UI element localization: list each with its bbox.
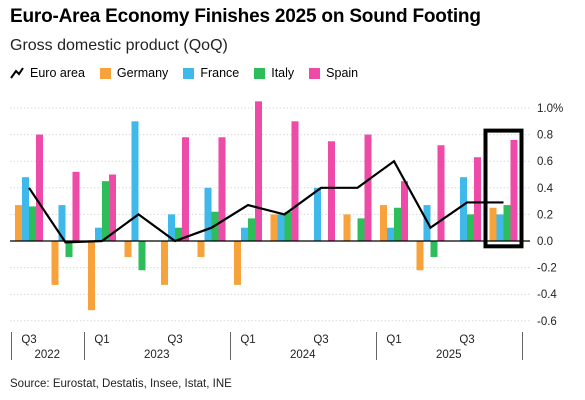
bar-germany-9 bbox=[343, 214, 351, 241]
x-tick-label: Q3 bbox=[167, 334, 182, 346]
x-tick-label: Q1 bbox=[94, 334, 109, 346]
y-axis-ticks: 1.0% 0.8 0.6 0.4 0.2 0.0 -0.2 -0.4 -0.6 bbox=[537, 103, 563, 328]
bar-spain-12 bbox=[474, 157, 481, 241]
bar-germany-1 bbox=[51, 241, 59, 285]
y-tick-label: 0.4 bbox=[537, 183, 554, 195]
bar-italy-2 bbox=[102, 181, 109, 241]
legend-swatch-france bbox=[183, 67, 195, 79]
legend-swatch-italy bbox=[254, 67, 266, 79]
bar-germany-11 bbox=[416, 241, 424, 271]
bar-france-7 bbox=[277, 214, 285, 241]
bar-italy-0 bbox=[29, 206, 36, 241]
highlight-rect bbox=[483, 128, 524, 249]
bar-germany-2 bbox=[88, 241, 95, 311]
y-tick-label: 0.0 bbox=[537, 236, 553, 248]
x-tick-label: Q3 bbox=[21, 334, 36, 346]
bar-italy-13 bbox=[503, 205, 511, 241]
x-year-label: 2023 bbox=[144, 349, 170, 361]
legend-label-euro-area: Euro area bbox=[30, 66, 85, 80]
x-year-label: 2024 bbox=[290, 349, 316, 361]
bar-france-6 bbox=[241, 227, 248, 241]
bar-italy-6 bbox=[248, 218, 255, 241]
bar-france-13 bbox=[496, 214, 504, 241]
x-tick-label: Q3 bbox=[313, 334, 328, 346]
legend-label-germany: Germany bbox=[116, 66, 169, 80]
x-tick-label: Q3 bbox=[459, 334, 474, 346]
legend-label-italy: Italy bbox=[271, 66, 295, 80]
bar-spain-2 bbox=[109, 174, 116, 241]
bar-italy-9 bbox=[357, 218, 365, 241]
bar-france-3 bbox=[131, 121, 139, 241]
x-year-label: 2025 bbox=[436, 349, 462, 361]
bar-germany-4 bbox=[161, 241, 168, 285]
legend-label-spain: Spain bbox=[326, 66, 359, 80]
bar-spain-10 bbox=[401, 181, 408, 241]
bar-spain-1 bbox=[72, 171, 80, 241]
bar-france-0 bbox=[22, 177, 29, 241]
bar-france-1 bbox=[58, 205, 66, 241]
gridlines bbox=[10, 107, 530, 322]
bar-germany-7 bbox=[270, 214, 278, 241]
bar-spain-4 bbox=[182, 137, 189, 241]
bar-spain-5 bbox=[218, 137, 226, 241]
legend-item-france: France bbox=[183, 66, 239, 80]
bar-spain-11 bbox=[437, 145, 445, 241]
bar-spain-0 bbox=[36, 134, 43, 241]
bar-italy-1 bbox=[65, 241, 73, 257]
bar-france-4 bbox=[168, 214, 175, 241]
bar-germany-10 bbox=[380, 205, 387, 241]
y-tick-label: -0.4 bbox=[537, 289, 557, 301]
legend-swatch-germany bbox=[99, 67, 111, 79]
euro-area-line bbox=[28, 159, 504, 244]
legend-label-france: France bbox=[200, 66, 240, 80]
x-year-label: 2022 bbox=[34, 349, 60, 361]
bar-france-10 bbox=[387, 227, 394, 241]
bars bbox=[15, 101, 518, 311]
bar-spain-13 bbox=[510, 139, 518, 241]
bar-france-8 bbox=[314, 187, 321, 241]
legend-item-spain: Spain bbox=[309, 66, 358, 80]
x-tick-label: Q1 bbox=[386, 334, 401, 346]
y-tick-label: 0.8 bbox=[537, 130, 553, 142]
bar-italy-11 bbox=[430, 241, 438, 257]
legend-item-germany: Germany bbox=[99, 66, 169, 80]
bar-italy-7 bbox=[284, 211, 292, 241]
bar-france-2 bbox=[95, 227, 102, 241]
bar-germany-6 bbox=[234, 241, 241, 285]
y-tick-label: 1.0% bbox=[537, 103, 563, 115]
bar-spain-7 bbox=[291, 121, 299, 241]
x-axis: Q3 Q1 Q3 Q1 Q3 Q1 Q3 2022 2023 2024 2025 bbox=[11, 332, 523, 361]
legend: Euro area Germany France Italy Spain bbox=[10, 64, 373, 82]
bar-spain-9 bbox=[364, 134, 372, 241]
bar-germany-0 bbox=[15, 205, 22, 241]
y-tick-label: 0.6 bbox=[537, 156, 553, 168]
y-tick-label: 0.2 bbox=[537, 209, 553, 221]
bar-italy-10 bbox=[394, 207, 401, 241]
bar-germany-3 bbox=[124, 241, 132, 257]
bar-spain-6 bbox=[255, 101, 262, 241]
bar-germany-13 bbox=[489, 207, 497, 241]
chart-title: Euro-Area Economy Finishes 2025 on Sound… bbox=[10, 6, 481, 27]
legend-line-swatch bbox=[10, 67, 24, 79]
bar-italy-3 bbox=[138, 241, 146, 271]
bar-france-12 bbox=[460, 177, 467, 241]
bar-spain-8 bbox=[328, 141, 335, 241]
legend-item-italy: Italy bbox=[254, 66, 294, 80]
bar-italy-4 bbox=[175, 227, 182, 241]
legend-item-euro-area: Euro area bbox=[10, 66, 85, 80]
source-note: Source: Eurostat, Destatis, Insee, Istat… bbox=[10, 378, 232, 390]
chart-subtitle: Gross domestic product (QoQ) bbox=[10, 37, 228, 54]
chart-plot: 1.0% 0.8 0.6 0.4 0.2 0.0 -0.2 -0.4 -0.6 Q3 Q1 Q3 Q1… bbox=[10, 101, 563, 361]
y-tick-label: -0.2 bbox=[537, 263, 557, 275]
euro-area-series-line bbox=[28, 159, 504, 244]
bar-italy-12 bbox=[467, 214, 474, 241]
x-tick-label: Q1 bbox=[240, 334, 255, 346]
legend-swatch-spain bbox=[309, 67, 321, 79]
bar-france-5 bbox=[204, 187, 212, 241]
highlight-box bbox=[483, 128, 524, 249]
y-tick-label: -0.6 bbox=[537, 316, 557, 328]
bar-germany-5 bbox=[197, 241, 205, 257]
